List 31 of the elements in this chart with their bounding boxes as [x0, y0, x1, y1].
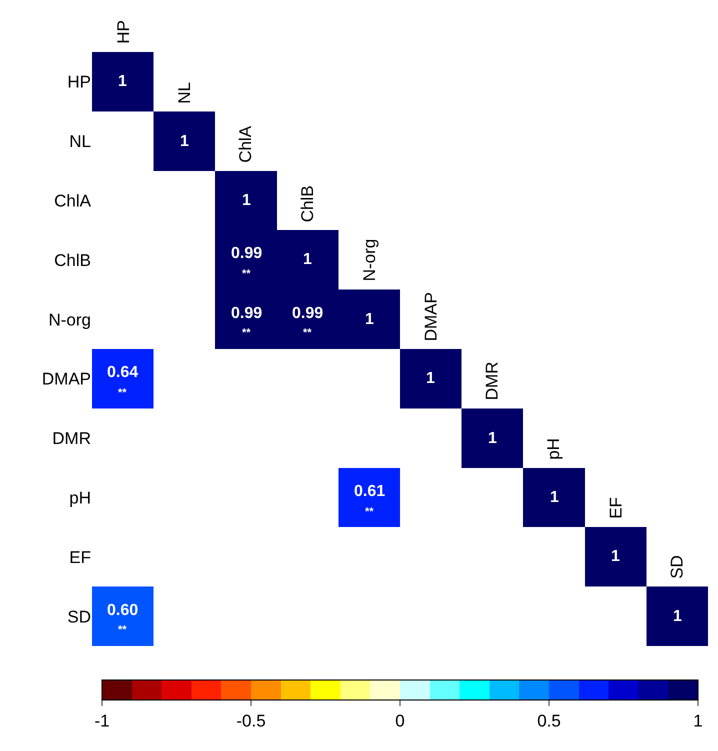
y-tick-label: ChlB — [54, 250, 91, 270]
data-label: 1 — [550, 489, 559, 506]
color-bar-label: -1 — [94, 711, 110, 730]
color-bar-label: 1 — [693, 711, 703, 730]
y-tick-label: SD — [67, 607, 91, 626]
y-tick-label: ChlA — [54, 191, 92, 210]
data-label: 1 — [180, 133, 189, 150]
color-bar-label: 0.5 — [537, 711, 561, 730]
data-label: 1 — [673, 608, 682, 625]
color-bar-label: -0.5 — [236, 711, 266, 730]
data-label: 0.64 ** — [107, 364, 138, 399]
data-label: 0.99 ** — [231, 245, 262, 280]
data-label: 1 — [611, 548, 620, 565]
data-label: 0.61 ** — [354, 483, 386, 518]
data-label: 0.99 ** — [292, 305, 324, 339]
data-label: 1 — [426, 370, 435, 387]
data-label: 1 — [118, 73, 127, 90]
data-label: 0.99 ** — [231, 305, 262, 339]
y-tick-label: DMR — [52, 429, 91, 448]
y-tick-label: pH — [69, 488, 91, 508]
y-tick-label: NL — [69, 132, 91, 152]
color-bar-label: 0 — [395, 711, 405, 730]
data-label: 1 — [242, 192, 251, 209]
data-label: 0.60 ** — [107, 602, 138, 636]
y-tick-label: EF — [69, 548, 91, 567]
data-label: 1 — [365, 311, 374, 328]
data-label: 1 — [488, 430, 497, 447]
y-tick-label: HP — [67, 72, 91, 92]
y-tick-label: DMAP — [42, 370, 91, 389]
y-tick-label: N-org — [48, 310, 91, 330]
data-label: 1 — [303, 251, 312, 268]
